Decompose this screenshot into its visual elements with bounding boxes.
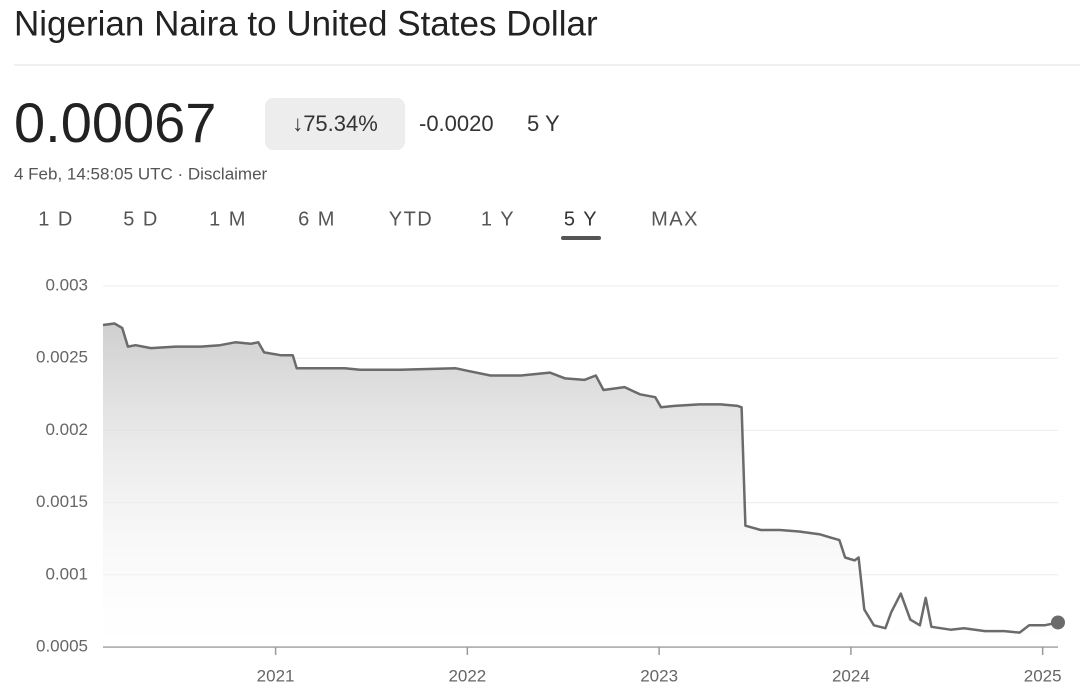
range-tab[interactable]: 1 M	[209, 208, 247, 230]
range-tab[interactable]: 6 M	[298, 208, 336, 230]
range-tab[interactable]: 1 Y	[481, 208, 515, 230]
selected-underline	[561, 236, 601, 240]
range-tab[interactable]: 1 D	[38, 208, 74, 230]
change-badge	[265, 98, 405, 150]
line	[102, 322, 1059, 634]
range-tab[interactable]: MAX	[651, 208, 699, 230]
x-tick-label: 2024	[832, 666, 870, 685]
title: Nigerian Naira to United States Dollar	[14, 4, 598, 43]
x-tick-label: 2022	[448, 666, 486, 685]
x-tick-label: 2025	[1024, 666, 1062, 685]
price: 0.00067	[14, 91, 216, 154]
x-tick-label: 2021	[257, 666, 295, 685]
range-tab[interactable]: 5 Y	[564, 208, 598, 230]
y-tick-label: 0.0025	[36, 348, 88, 367]
y-tick-label: 0.0005	[36, 636, 88, 655]
range-tab[interactable]: 5 D	[123, 208, 159, 230]
change-period: 5 Y	[527, 111, 560, 136]
change-percent: ↓75.34%	[292, 111, 378, 136]
x-tick-label: 2023	[640, 666, 678, 685]
timestamp: 4 Feb, 14:58:05 UTC · Disclaimer	[14, 164, 268, 183]
range-tabs: 1 D 5 D 1 M 6 M YTD 1 Y 5 Y MAX	[38, 208, 699, 240]
last-point	[1051, 615, 1065, 630]
y-tick-label: 0.0015	[36, 492, 88, 511]
y-tick-label: 0.001	[45, 564, 88, 583]
chart: 0.0005 0.001 0.0015 0.002 0.0025 0.003 2021 202…	[36, 275, 1065, 685]
area	[103, 323, 1058, 647]
y-tick-label: 0.003	[45, 275, 88, 294]
range-tab[interactable]: YTD	[389, 208, 434, 230]
change-value: -0.0020	[419, 111, 494, 136]
y-tick-label: 0.002	[45, 420, 88, 439]
